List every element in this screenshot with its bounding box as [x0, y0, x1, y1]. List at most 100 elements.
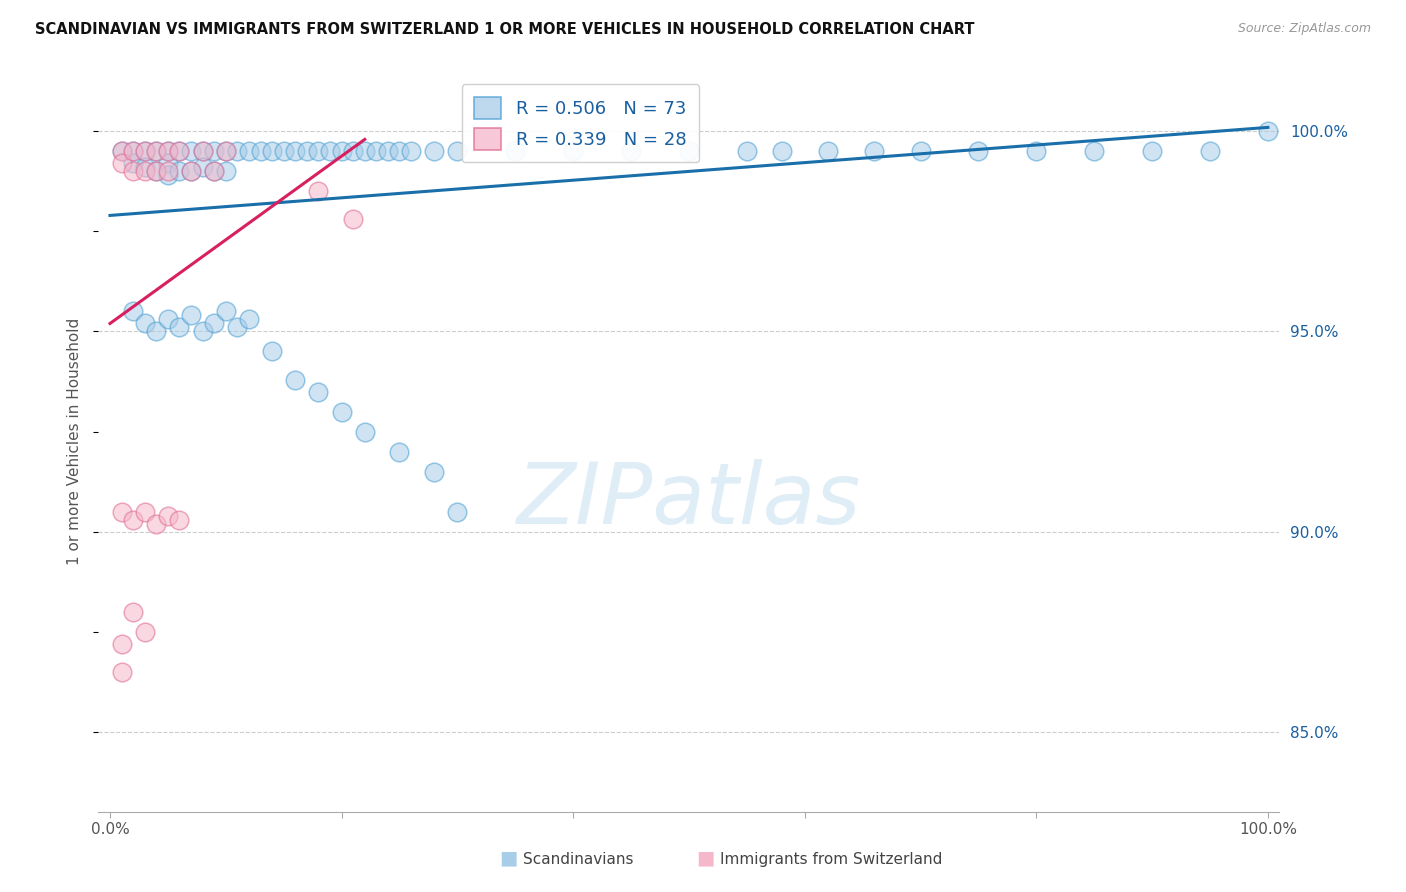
Point: [226, 320, 249, 334]
Point: [110, 145, 132, 159]
Point: [169, 145, 191, 159]
Text: ZIPatlas: ZIPatlas: [517, 459, 860, 542]
Text: ■: ■: [696, 848, 714, 867]
Point: [215, 145, 238, 159]
Point: [446, 145, 468, 159]
Point: [295, 145, 318, 159]
Point: [423, 465, 446, 479]
Point: [342, 145, 364, 159]
Point: [262, 145, 284, 159]
Point: [191, 161, 214, 175]
Point: [191, 145, 214, 159]
Point: [399, 145, 422, 159]
Point: [503, 145, 526, 159]
Point: [110, 505, 132, 519]
Point: [388, 444, 411, 458]
Point: [156, 156, 179, 170]
Point: [169, 320, 191, 334]
Point: [156, 312, 179, 326]
Point: [110, 637, 132, 651]
Point: [145, 164, 167, 178]
Point: [202, 317, 225, 331]
Point: [366, 145, 388, 159]
Point: [342, 212, 364, 227]
Point: [134, 164, 156, 178]
Point: [967, 145, 990, 159]
Point: [284, 145, 307, 159]
Text: Immigrants from Switzerland: Immigrants from Switzerland: [720, 852, 942, 867]
Point: [180, 309, 202, 323]
Point: [330, 404, 353, 418]
Point: [202, 145, 225, 159]
Point: [678, 145, 700, 159]
Point: [249, 145, 271, 159]
Point: [180, 164, 202, 178]
Point: [122, 164, 145, 178]
Point: [770, 145, 793, 159]
Point: [134, 145, 156, 159]
Point: [388, 145, 411, 159]
Point: [273, 145, 295, 159]
Point: [145, 164, 167, 178]
Point: [134, 317, 156, 331]
Point: [145, 516, 167, 531]
Point: [910, 145, 932, 159]
Point: [145, 325, 167, 339]
Point: [262, 344, 284, 359]
Text: Source: ZipAtlas.com: Source: ZipAtlas.com: [1237, 22, 1371, 36]
Point: [202, 164, 225, 178]
Y-axis label: 1 or more Vehicles in Household: 1 or more Vehicles in Household: [67, 318, 83, 566]
Point: [423, 145, 446, 159]
Point: [122, 145, 145, 159]
Point: [238, 145, 260, 159]
Text: Scandinavians: Scandinavians: [523, 852, 634, 867]
Point: [156, 145, 179, 159]
Text: SCANDINAVIAN VS IMMIGRANTS FROM SWITZERLAND 1 OR MORE VEHICLES IN HOUSEHOLD CORR: SCANDINAVIAN VS IMMIGRANTS FROM SWITZERL…: [35, 22, 974, 37]
Point: [377, 145, 399, 159]
Point: [180, 164, 202, 178]
Point: [215, 164, 238, 178]
Point: [735, 145, 758, 159]
Point: [863, 145, 886, 159]
Point: [169, 164, 191, 178]
Point: [817, 145, 839, 159]
Point: [191, 145, 214, 159]
Point: [145, 145, 167, 159]
Point: [1083, 145, 1105, 159]
Point: [319, 145, 342, 159]
Point: [156, 169, 179, 183]
Point: [307, 384, 329, 399]
Point: [562, 145, 585, 159]
Point: [156, 164, 179, 178]
Point: [226, 145, 249, 159]
Point: [1140, 145, 1163, 159]
Legend: R = 0.506   N = 73, R = 0.339   N = 28: R = 0.506 N = 73, R = 0.339 N = 28: [461, 84, 699, 162]
Point: [353, 145, 375, 159]
Point: [307, 145, 329, 159]
Point: [134, 624, 156, 639]
Point: [191, 325, 214, 339]
Point: [122, 304, 145, 318]
Point: [446, 505, 468, 519]
Point: [330, 145, 353, 159]
Point: [156, 508, 179, 523]
Point: [284, 372, 307, 386]
Point: [122, 145, 145, 159]
Point: [134, 145, 156, 159]
Point: [169, 512, 191, 526]
Point: [122, 156, 145, 170]
Point: [122, 605, 145, 619]
Point: [110, 145, 132, 159]
Point: [134, 161, 156, 175]
Point: [215, 145, 238, 159]
Point: [307, 185, 329, 199]
Point: [110, 156, 132, 170]
Point: [1025, 145, 1047, 159]
Point: [202, 164, 225, 178]
Point: [1199, 145, 1222, 159]
Point: [180, 145, 202, 159]
Point: [238, 312, 260, 326]
Point: [1257, 124, 1279, 138]
Point: [215, 304, 238, 318]
Point: [145, 145, 167, 159]
